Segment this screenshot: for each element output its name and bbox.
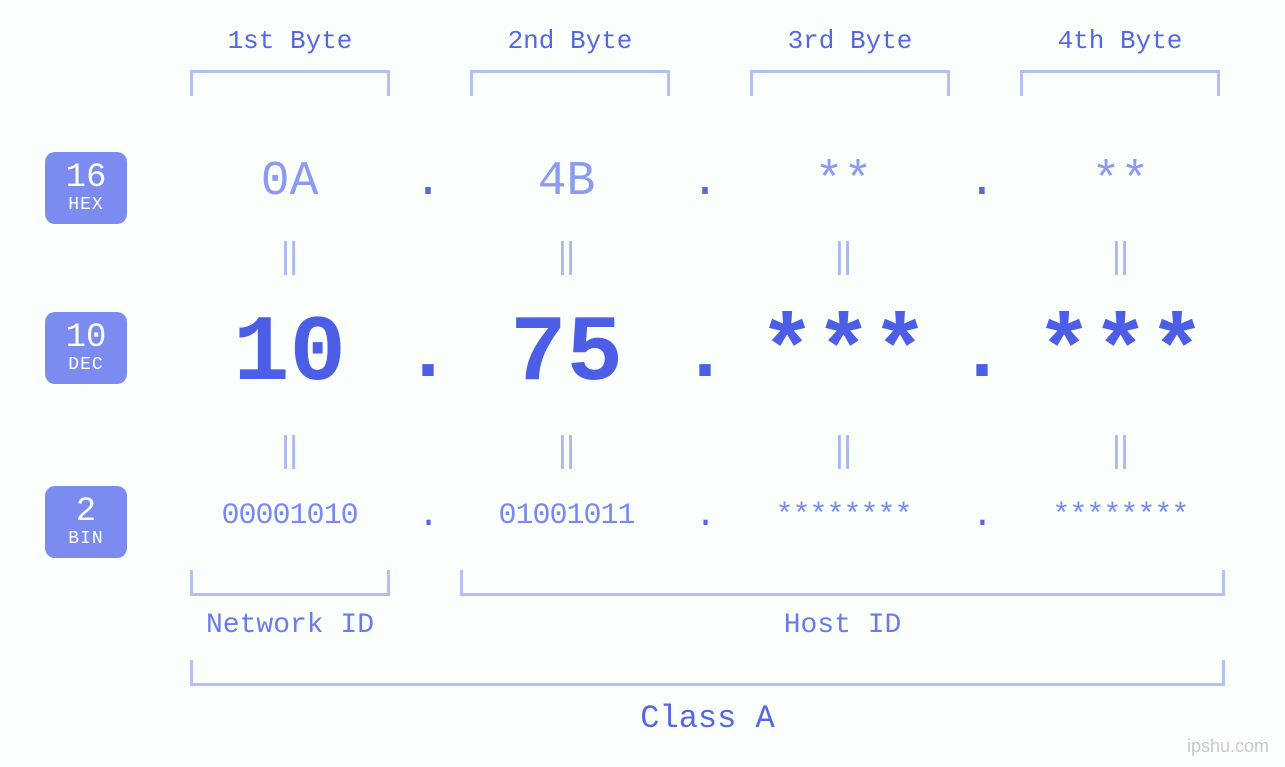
hex-byte-3: **: [729, 155, 958, 209]
dec-byte-3: ***: [729, 302, 958, 408]
equals-1-4: ‖: [1006, 236, 1235, 278]
dec-byte-1: 10: [175, 302, 404, 408]
byte-bracket-4: [1020, 70, 1220, 96]
hex-byte-1: 0A: [175, 155, 404, 209]
byte-bracket-2: [470, 70, 670, 96]
byte-header-4: 4th Byte: [1005, 26, 1235, 56]
equals-2-4: ‖: [1006, 430, 1235, 472]
equals-2-2: ‖: [452, 430, 681, 472]
hex-byte-2: 4B: [452, 155, 681, 209]
host-id-bracket: [460, 570, 1225, 596]
badge-bin-number: 2: [76, 495, 96, 531]
badge-dec-number: 10: [66, 321, 107, 357]
byte-header-2: 2nd Byte: [455, 26, 685, 56]
dec-dot-3: .: [958, 310, 1006, 401]
base-badge-bin: 2 BIN: [45, 486, 127, 558]
hex-row: 0A . 4B . ** . **: [175, 155, 1235, 209]
equals-2-1: ‖: [175, 430, 404, 472]
byte-header-3: 3rd Byte: [735, 26, 965, 56]
byte-bracket-1: [190, 70, 390, 96]
bin-dot-1: .: [404, 495, 452, 536]
dec-dot-1: .: [404, 310, 452, 401]
hex-dot-3: .: [958, 155, 1006, 209]
host-id-label: Host ID: [460, 610, 1225, 641]
dec-row: 10 . 75 . *** . ***: [175, 302, 1235, 408]
watermark: ipshu.com: [1187, 736, 1269, 757]
network-id-label: Network ID: [190, 610, 390, 641]
bin-byte-1: 00001010: [175, 499, 404, 533]
byte-bracket-3: [750, 70, 950, 96]
equals-2-3: ‖: [729, 430, 958, 472]
badge-dec-label: DEC: [68, 356, 103, 375]
equals-1-1: ‖: [175, 236, 404, 278]
network-id-bracket: [190, 570, 390, 596]
equals-row-1: ‖ ‖ ‖ ‖: [175, 236, 1235, 278]
badge-hex-label: HEX: [68, 196, 103, 215]
dec-byte-4: ***: [1006, 302, 1235, 408]
hex-dot-2: .: [681, 155, 729, 209]
badge-hex-number: 16: [66, 161, 107, 197]
bin-byte-4: ********: [1006, 499, 1235, 533]
base-badge-hex: 16 HEX: [45, 152, 127, 224]
equals-1-2: ‖: [452, 236, 681, 278]
badge-bin-label: BIN: [68, 530, 103, 549]
bin-dot-2: .: [681, 495, 729, 536]
equals-row-2: ‖ ‖ ‖ ‖: [175, 430, 1235, 472]
hex-byte-4: **: [1006, 155, 1235, 209]
dec-byte-2: 75: [452, 302, 681, 408]
bin-byte-3: ********: [729, 499, 958, 533]
bin-dot-3: .: [958, 495, 1006, 536]
hex-dot-1: .: [404, 155, 452, 209]
base-badge-dec: 10 DEC: [45, 312, 127, 384]
ip-bytes-diagram: 1st Byte 2nd Byte 3rd Byte 4th Byte 16 H…: [0, 0, 1285, 767]
bin-byte-2: 01001011: [452, 499, 681, 533]
class-label: Class A: [190, 700, 1225, 737]
equals-1-3: ‖: [729, 236, 958, 278]
bin-row: 00001010 . 01001011 . ******** . *******…: [175, 495, 1235, 536]
dec-dot-2: .: [681, 310, 729, 401]
byte-header-1: 1st Byte: [175, 26, 405, 56]
class-bracket: [190, 660, 1225, 686]
